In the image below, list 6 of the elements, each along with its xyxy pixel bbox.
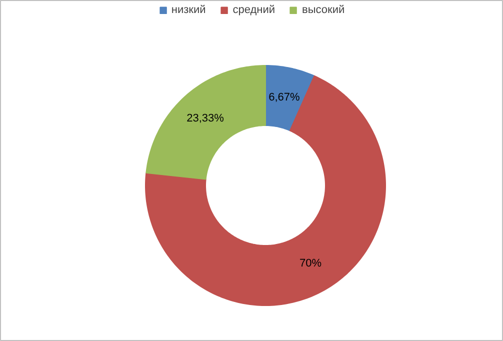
legend-label: средний	[232, 4, 276, 16]
legend-label: высокий	[302, 4, 345, 16]
data-label: 70%	[299, 257, 322, 270]
data-label: 6,67%	[268, 91, 300, 104]
legend-label: низкий	[171, 4, 206, 16]
data-label: 23,33%	[186, 112, 224, 125]
